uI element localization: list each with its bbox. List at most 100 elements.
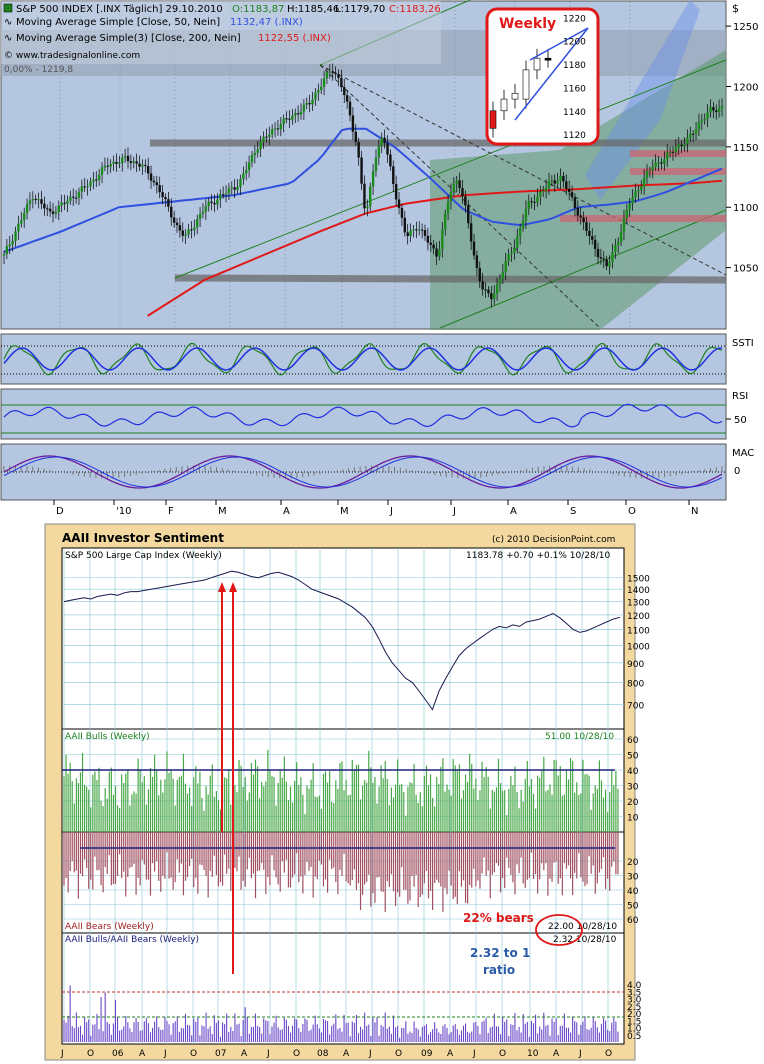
candle-body (423, 229, 427, 236)
candle-body (97, 174, 101, 180)
ratio-tick-label: 2.5 (627, 1003, 641, 1013)
candle-body (533, 201, 536, 203)
weekly-wedge-upper (514, 27, 589, 121)
candle-body (89, 181, 92, 187)
candle-body (542, 190, 545, 192)
candle-body (582, 217, 585, 223)
bears-panel-name: AAII Bears (Weekly) (65, 922, 154, 932)
candle-body (645, 171, 649, 178)
candle-body (141, 164, 144, 167)
candle-body (634, 191, 637, 198)
candle-body (51, 211, 55, 214)
candle-body (553, 180, 556, 184)
candle-body (60, 202, 63, 206)
resistance-zone-3 (560, 215, 726, 222)
candle-body (637, 189, 640, 192)
candle-body (37, 199, 40, 201)
candle-body (484, 289, 487, 291)
channel-lower (439, 209, 727, 329)
candle-body (455, 180, 458, 184)
price-tick-label: 1100 (733, 203, 758, 214)
candle-body (720, 105, 724, 108)
candle-body (527, 201, 531, 209)
bulls-tick-label: 50 (627, 752, 639, 762)
candle-body (458, 180, 461, 189)
candle-body (374, 157, 378, 172)
candle-body (605, 259, 608, 267)
candle-body (562, 175, 565, 182)
x-tick-label: D (56, 506, 64, 517)
aaii-x-tick-label: J (578, 1049, 582, 1059)
candle-body (43, 203, 46, 209)
candle-body (348, 101, 352, 116)
candle-body (507, 254, 510, 261)
aaii-copyright: (c) 2010 DecisionPoint.com (492, 535, 615, 545)
candle-body (198, 213, 202, 220)
candle-body (181, 230, 184, 236)
candle-body (135, 161, 138, 164)
candle-body (247, 162, 251, 170)
bulls-tick-label: 40 (627, 767, 639, 777)
candle-body (642, 177, 646, 187)
candle-body (28, 200, 32, 205)
candle-body (547, 180, 551, 188)
candle-body (593, 239, 597, 249)
aaii-x-tick-label: A (241, 1049, 248, 1059)
candle-body (700, 120, 704, 122)
candle-body (680, 144, 683, 146)
channel-upper (174, 59, 727, 279)
candle-body (109, 164, 112, 167)
candle-body (400, 207, 404, 218)
candle-body (660, 162, 663, 164)
aaii-x-tick-label: O (87, 1049, 94, 1059)
candle-body (691, 133, 695, 135)
candle-body (498, 279, 502, 285)
ratio-annotation-line1: 2.32 to 1 (470, 946, 530, 960)
candle-body (95, 179, 98, 181)
candle-body (273, 128, 277, 130)
candle-body (195, 219, 199, 228)
spx-panel-name: S&P 500 Large Cap Index (Weekly) (65, 551, 222, 561)
candle-body (518, 227, 522, 237)
candle-body (585, 222, 588, 231)
sp500-daily-chart: S&P 500 INDEX [.INX Täglich] 29.10.2010 … (0, 0, 764, 520)
candle-body (472, 241, 476, 256)
candle-body (331, 71, 334, 73)
candle-body (392, 166, 395, 185)
ohlc-open: O:1183,87 (232, 4, 284, 15)
candle-body (221, 194, 225, 196)
ratio-bars (63, 985, 619, 1042)
candle-body (666, 152, 669, 160)
bears-annotation: 22% bears (463, 911, 534, 925)
candle-body (380, 137, 383, 146)
candle-body (443, 213, 447, 230)
candle-body (299, 111, 303, 115)
candle-body (640, 186, 643, 190)
weekly-tick-label: 1220 (563, 14, 586, 24)
chart-title: S&P 500 INDEX [.INX Täglich] 29.10.2010 (16, 4, 223, 15)
ratio-panel (61, 932, 625, 1045)
candle-body (452, 183, 456, 192)
candle-body (487, 289, 490, 294)
candle-body (40, 199, 43, 204)
candle-body (697, 121, 701, 130)
rsi-label: RSI (732, 391, 748, 402)
candle-body (207, 201, 210, 207)
fib-label: 0,00% - 1219,8 (4, 65, 73, 75)
candle-body (239, 178, 242, 187)
spx-tick-label: 800 (627, 679, 644, 689)
ohlc-low: L:1179,70 (335, 4, 385, 15)
candle-body (504, 260, 507, 272)
sma50-line (3, 127, 723, 253)
candle-body (689, 133, 692, 138)
candle-body (219, 194, 222, 200)
support-line (174, 274, 727, 284)
ohlc-close: C:1183,26 (389, 4, 441, 15)
bears-tick-label: 30 (627, 873, 639, 883)
sma50-legend-name: Moving Average Simple [Close, 50, Nein] (16, 17, 220, 28)
candle-body (550, 180, 554, 182)
candle-body (126, 155, 130, 162)
candle-body (288, 118, 291, 120)
x-tick-label: N (691, 506, 698, 517)
candle-legend-icon (3, 3, 13, 13)
